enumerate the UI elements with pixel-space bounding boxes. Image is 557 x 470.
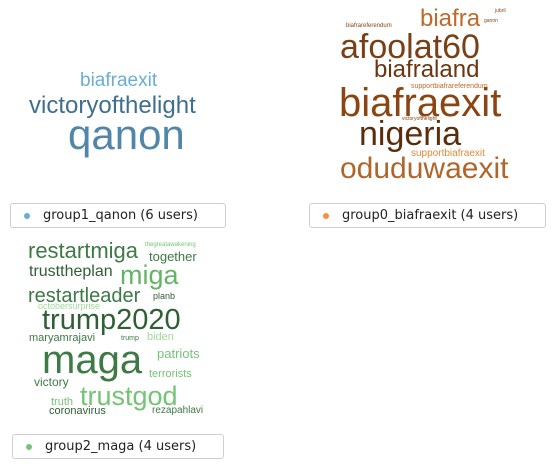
word: supportbiafraexit [411,148,485,159]
word: victory [34,375,69,389]
legend-label: group0_biafraexit (4 users) [342,208,519,223]
word: supportbiafrareferendum [411,83,488,90]
word: thegreatawakening [145,242,196,248]
word: rezapahlavi [152,405,204,416]
word: maryamrajavi [29,332,96,344]
word: coronavirus [49,405,106,417]
legend-marker [26,443,32,450]
word: trusttheplan [29,263,113,280]
legend-group1-qanon: group1_qanon (6 users) [10,203,226,228]
legend-label: group2_maga (4 users) [45,439,197,454]
word: truth [51,396,74,408]
legend-group2-maga: group2_maga (4 users) [12,434,224,459]
word: trump2020 [42,304,181,336]
word: maga [42,338,143,382]
word: biafrareferendum [346,23,392,29]
word: afoolat60 [340,28,480,66]
word: restartleader [28,285,141,307]
word: nigeria [359,115,462,153]
word: octobersurprise [38,301,101,311]
word: biafra [420,5,481,32]
word: restartmiga [28,238,139,263]
word: terrorists [149,368,192,380]
word: biden [147,331,174,343]
legend-marker [24,212,30,219]
word: together [149,249,197,264]
word: victoryofthelight [29,92,196,119]
word: trustgod [80,381,178,411]
word: biafraexit [339,81,502,125]
word: jubril [495,8,506,14]
word: biafraexit [80,70,158,91]
word: ganon [484,18,498,24]
word: patriots [157,346,200,361]
legend-marker [323,212,329,219]
word: planb [153,291,176,301]
legend-group0-biafraexit: group0_biafraexit (4 users) [309,203,546,228]
word: qanon [68,111,185,158]
word: trump [121,335,139,342]
word: oduduwaexit [340,152,509,185]
word: victoryofthelight [402,116,437,122]
word: biafraland [374,56,480,83]
legend-label: group1_qanon (6 users) [43,208,198,223]
word: miga [120,260,179,290]
